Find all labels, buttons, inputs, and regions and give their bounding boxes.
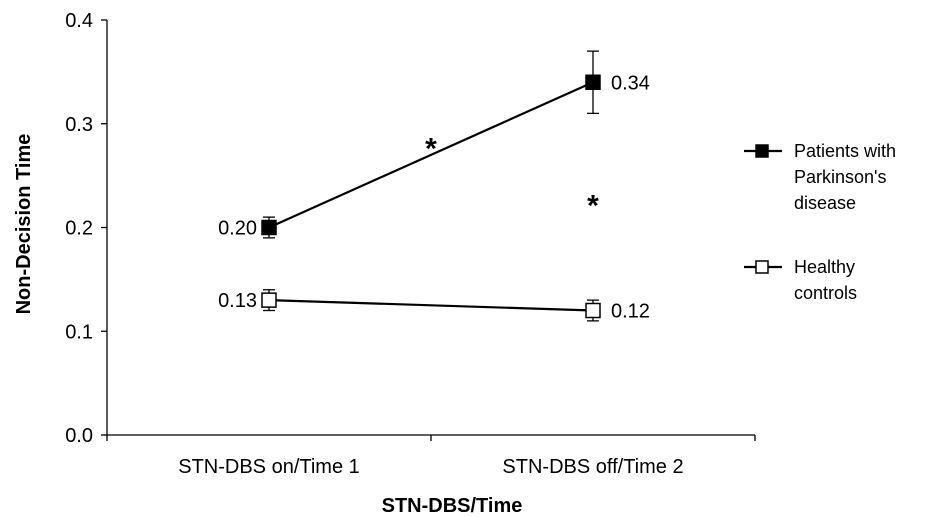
x-axis-title: STN-DBS/Time [382, 495, 523, 517]
series-layer: 0.20 0.34 0.13 0.12 * * [218, 50, 650, 323]
series-1: 0.20 0.34 [218, 50, 650, 240]
legend-label: disease [794, 193, 856, 213]
legend-label: Patients with [794, 141, 896, 161]
series-line [268, 81, 594, 229]
legend-label: Parkinson's [794, 167, 886, 187]
y-tick-label: 0.0 [65, 425, 93, 447]
legend-marker [755, 144, 769, 158]
data-point [585, 302, 601, 319]
legend-label: controls [794, 283, 857, 303]
significance-marker: * [587, 190, 599, 223]
legend: Patients with Parkinson's disease Healthy co… [744, 141, 896, 303]
y-tick-label: 0.1 [65, 321, 93, 343]
data-point [261, 292, 277, 308]
data-label: 0.20 [218, 218, 257, 240]
axes: 0.0 0.1 0.2 0.3 0.4 STN-DBS on/Time 1 STN-DBS … [65, 10, 756, 478]
data-label: 0.34 [611, 72, 650, 94]
data-label: 0.12 [611, 301, 650, 323]
data-point [585, 74, 601, 90]
x-tick-label: STN-DBS on/Time 1 [178, 456, 360, 478]
y-tick-label: 0.4 [65, 10, 93, 32]
x-tick-label: STN-DBS off/Time 2 [502, 456, 683, 478]
y-tick-label: 0.2 [65, 218, 93, 240]
series-2: 0.13 0.12 [218, 289, 650, 323]
legend-entry-1: Patients with Parkinson's disease [744, 141, 896, 213]
legend-marker [755, 260, 769, 274]
y-tick-label: 0.3 [65, 114, 93, 136]
series-line [268, 299, 594, 312]
y-axis-title: Non-Decision Time [13, 134, 35, 315]
data-label: 0.13 [218, 290, 257, 312]
significance-marker: * [425, 133, 437, 166]
data-point [261, 219, 277, 236]
legend-entry-2: Healthy controls [744, 257, 857, 303]
legend-label: Healthy [794, 257, 855, 277]
